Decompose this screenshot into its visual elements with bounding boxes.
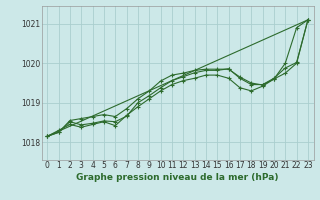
X-axis label: Graphe pression niveau de la mer (hPa): Graphe pression niveau de la mer (hPa) [76, 173, 279, 182]
